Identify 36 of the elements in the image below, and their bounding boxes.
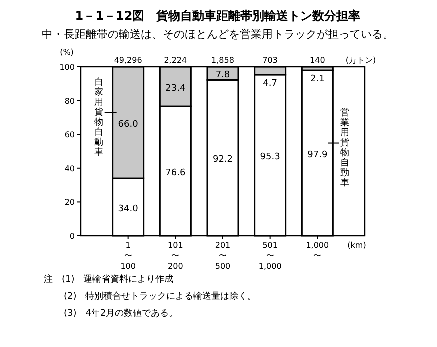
x-axis-title: (km) (348, 241, 366, 250)
text: 140 (310, 56, 326, 65)
x-tick-label: 501 〜 1,000 (258, 241, 282, 271)
data-label: 4.7 (263, 78, 278, 89)
y-tick-label: 60 (64, 130, 75, 140)
text: (2) 特別積合せトラックによる輸送量は除く。 (64, 291, 257, 302)
x-tick-label: 1,000 〜 (306, 241, 330, 260)
text: 1,858 (212, 56, 234, 65)
x-tick-label: 101 〜 200 (168, 241, 184, 271)
series-label: 自家用貨物自動車 (94, 76, 104, 158)
y-tick-label: 40 (64, 164, 75, 174)
y-tick-label: 20 (64, 198, 75, 208)
y-axis-title: (%) (60, 48, 74, 57)
chart-title: 1－1－12図 貨物自動車距離帯別輸送トン数分担率 (75, 9, 361, 23)
y-tick-label: 100 (60, 63, 75, 72)
text: (万トン) (346, 56, 376, 65)
data-label: 2.1 (310, 74, 325, 85)
text: (3) 4年2月の数値である。 (64, 308, 178, 319)
y-tick-label: 80 (64, 96, 75, 106)
data-label: 7.8 (216, 70, 230, 81)
text: 49,296 (114, 56, 142, 65)
data-label: 23.4 (166, 84, 186, 94)
text: 注 (1) 運輸省資料により作成 (44, 274, 174, 285)
y-tick-label: 0 (70, 232, 75, 241)
data-label: 76.6 (166, 168, 186, 178)
data-label: 66.0 (118, 120, 139, 130)
chart-subtitle: 中・長距離帯の輸送は、そのほとんどを営業用トラックが担っている。 (42, 28, 394, 41)
x-tick-label: 201 〜 500 (215, 241, 231, 271)
data-label: 92.2 (212, 155, 234, 166)
data-label: 95.3 (260, 152, 280, 162)
text: 2,224 (164, 56, 188, 65)
data-label: 34.0 (118, 204, 139, 214)
text: 703 (262, 56, 278, 65)
legend-label: 営業用貨物自動車 (340, 107, 350, 188)
x-tick-label: 1 〜 100 (120, 241, 136, 271)
data-label: 97.9 (308, 150, 328, 160)
